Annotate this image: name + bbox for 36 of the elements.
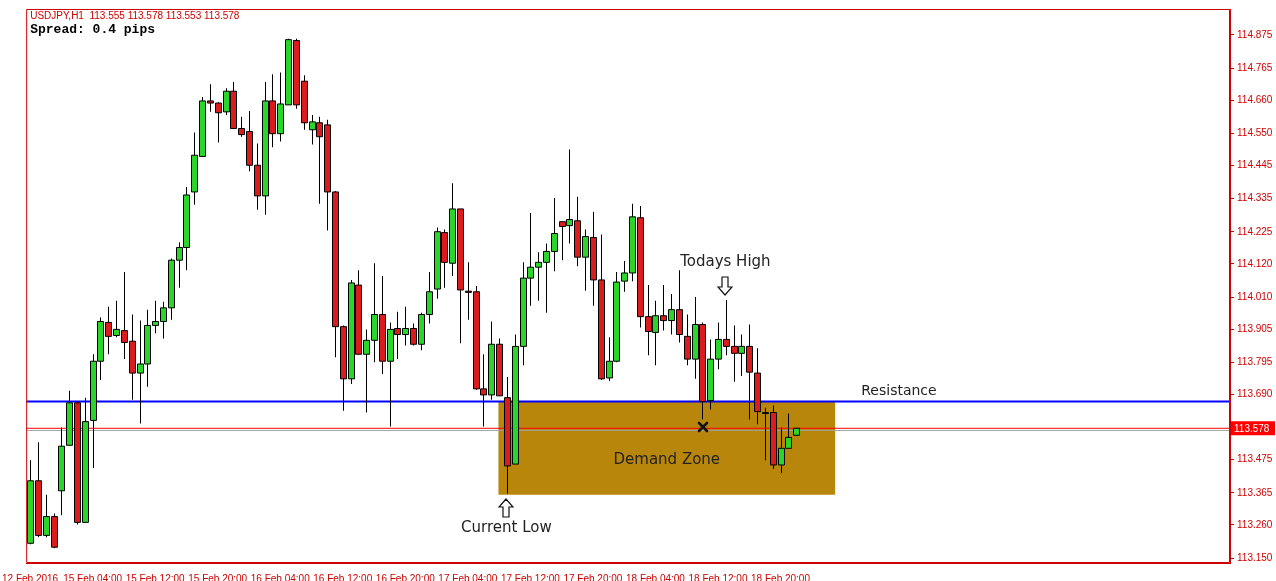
ref-line-label: Resistance [861,382,937,399]
annotation: Current Low [461,517,552,536]
y-tick-label: 114.120 [1237,257,1273,269]
y-tick-label: 114.550 [1237,127,1273,139]
chart-title: USDJPY,H1 113.555 113.578 113.553 113.578 [30,10,240,21]
x-tick-label: 18 Feb 12:00 [688,572,748,581]
y-tick-label: 113.365 [1237,486,1273,498]
x-tick-label: 15 Feb 12:00 [125,572,186,581]
x-tick-label: 16 Feb 12:00 [313,572,373,581]
band-label: Demand Zone [613,450,721,469]
y-tick-label: 114.660 [1237,93,1273,105]
y-tick-label: 113.690 [1237,388,1273,400]
x-tick-label: 17 Feb 12:00 [500,572,561,581]
y-tick-label: 113.905 [1237,322,1273,334]
x-tick-label: 16 Feb 20:00 [375,572,436,581]
x-tick-label: 15 Feb 04:00 [63,572,123,581]
y-tick-label: 114.335 [1237,192,1273,204]
y-tick-label: 113.260 [1237,518,1273,530]
y-tick-label: 114.445 [1237,159,1273,170]
y-tick-label: 114.010 [1237,290,1273,302]
x-tick-label: 18 Feb 20:00 [751,572,811,581]
x-tick-label: 12 Feb 2016 [2,572,59,581]
x-tick-label: 17 Feb 04:00 [438,572,498,581]
ref-line-label: 113.578 [1234,423,1270,435]
x-tick-label: 15 Feb 20:00 [188,572,248,581]
y-tick-label: 113.795 [1237,356,1273,368]
text: Spread: 0.4 pips [30,22,156,37]
y-tick-label: 113.150 [1237,551,1273,563]
y-tick-label: 114.225 [1237,225,1273,237]
x-tick-label: 17 Feb 20:00 [563,572,623,581]
x-tick-label: 18 Feb 04:00 [625,572,686,581]
y-tick-label: 114.765 [1237,61,1273,73]
annotation: Todays High [679,252,771,271]
y-tick-label: 113.475 [1237,453,1273,465]
x-tick-label: 16 Feb 04:00 [250,572,311,581]
y-tick-label: 114.875 [1237,28,1273,40]
